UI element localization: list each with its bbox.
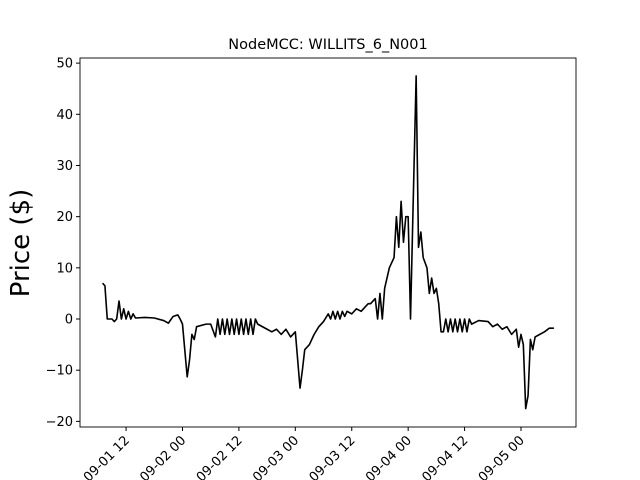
y-tick-label: 30 [56,159,73,174]
y-tick-label: −10 [46,364,73,379]
y-tick-label: −20 [46,415,73,430]
price-line [101,75,554,410]
y-tick-label: 20 [56,210,73,225]
y-tick-label: 10 [56,261,73,276]
chart-title: NodeMCC: WILLITS_6_N001 [228,37,427,53]
y-axis-label: Price ($) [6,189,36,298]
y-tick-label: 40 [56,108,73,123]
y-tick-label: 50 [56,57,73,72]
y-tick-label: 0 [65,313,73,328]
plot-frame [79,57,577,428]
